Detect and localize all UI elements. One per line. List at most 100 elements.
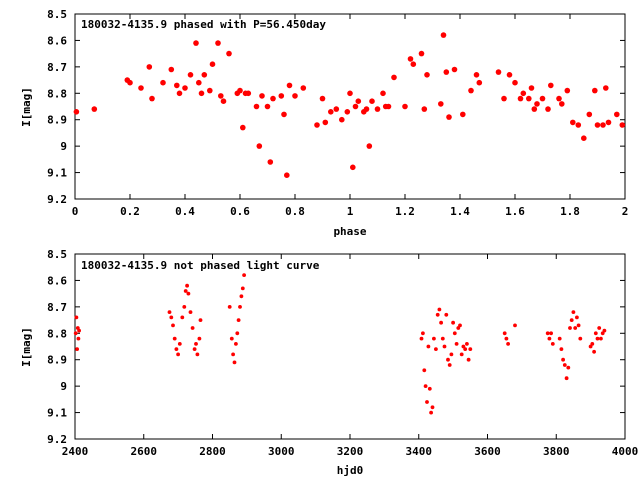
data-point xyxy=(513,323,517,328)
data-point xyxy=(526,95,532,102)
data-point xyxy=(167,310,172,314)
data-point xyxy=(506,342,510,346)
data-point xyxy=(597,326,602,330)
data-point xyxy=(440,336,445,341)
data-point xyxy=(545,331,550,336)
data-point xyxy=(347,90,353,97)
data-point xyxy=(506,72,513,78)
data-point xyxy=(207,87,213,94)
data-point xyxy=(366,143,373,149)
chart-title: 180032-4135.9 not phased light curve xyxy=(81,259,320,272)
data-point xyxy=(168,66,175,73)
data-point xyxy=(218,93,224,99)
data-point xyxy=(592,349,596,354)
data-point xyxy=(465,342,469,346)
x-tick-label: 0.4 xyxy=(175,205,195,218)
data-point xyxy=(259,93,265,99)
y-tick-label: 8.7 xyxy=(47,301,67,314)
data-point xyxy=(229,336,234,341)
data-point xyxy=(550,342,555,346)
x-tick-label: 1.2 xyxy=(395,205,415,218)
data-point xyxy=(196,79,202,86)
x-tick-label: 1.8 xyxy=(560,205,580,218)
x-tick-label: 2600 xyxy=(131,445,158,458)
data-point xyxy=(292,93,298,99)
data-point xyxy=(571,310,576,314)
x-tick-label: 3200 xyxy=(337,445,364,458)
data-point xyxy=(517,95,524,102)
data-point xyxy=(226,50,232,57)
data-point xyxy=(319,95,326,102)
data-point xyxy=(447,363,452,367)
data-point xyxy=(473,72,480,78)
data-point xyxy=(402,103,408,110)
data-point xyxy=(284,172,290,178)
data-point xyxy=(512,79,518,86)
y-tick-label: 9.2 xyxy=(47,193,67,206)
data-point xyxy=(561,357,565,362)
data-point xyxy=(446,357,450,362)
data-point xyxy=(385,103,392,110)
phased-light-curve-panel: 180032-4135.9 phased with P=56.450day ph… xyxy=(20,8,628,238)
data-point xyxy=(75,347,79,351)
data-point xyxy=(186,291,191,296)
data-point xyxy=(91,106,98,112)
data-point xyxy=(600,122,606,128)
x-tick-label: 2 xyxy=(622,205,629,218)
data-point xyxy=(410,61,417,67)
data-point xyxy=(418,50,425,57)
data-point xyxy=(182,305,187,309)
data-point xyxy=(451,320,455,325)
data-point xyxy=(238,305,242,309)
data-point xyxy=(198,318,203,322)
data-point xyxy=(235,331,240,336)
data-point xyxy=(193,40,199,46)
data-point xyxy=(242,273,247,277)
data-point xyxy=(422,368,427,373)
data-point xyxy=(264,103,271,110)
data-point xyxy=(452,331,457,336)
data-point xyxy=(446,114,452,120)
data-point xyxy=(245,90,252,97)
data-point xyxy=(185,283,190,288)
data-point xyxy=(192,347,197,351)
data-point xyxy=(440,32,447,38)
data-point xyxy=(547,336,552,341)
y-tick-label: 9.1 xyxy=(47,167,67,180)
y-axis-label: I[mag] xyxy=(20,327,33,367)
data-point xyxy=(444,312,449,317)
data-point xyxy=(545,106,551,112)
x-axis-label: phase xyxy=(333,225,366,238)
data-point xyxy=(421,331,425,336)
x-tick-label: 1.4 xyxy=(450,205,470,218)
x-tick-label: 3800 xyxy=(543,445,570,458)
data-point xyxy=(435,312,440,317)
data-point xyxy=(149,95,155,102)
data-point xyxy=(369,98,375,104)
data-point xyxy=(363,106,370,112)
data-point xyxy=(468,87,474,94)
data-point xyxy=(286,82,293,89)
y-tick-label: 8.8 xyxy=(47,87,67,100)
data-points xyxy=(73,32,626,178)
data-point xyxy=(476,79,483,86)
data-point xyxy=(232,360,237,365)
y-tick-label: 8.6 xyxy=(47,34,67,47)
y-tick-label: 8.5 xyxy=(47,8,67,21)
x-tick-label: 0 xyxy=(72,205,79,218)
data-point xyxy=(234,342,238,346)
data-point xyxy=(576,323,581,328)
data-point xyxy=(449,352,454,357)
data-point xyxy=(174,347,179,351)
data-point xyxy=(421,106,428,112)
data-point xyxy=(172,336,177,341)
data-point xyxy=(425,400,429,404)
data-point xyxy=(619,122,626,128)
data-point xyxy=(586,111,593,118)
data-point xyxy=(460,111,466,118)
data-point xyxy=(468,347,473,351)
data-point xyxy=(182,85,188,91)
data-point xyxy=(314,122,320,128)
data-point xyxy=(602,328,607,333)
